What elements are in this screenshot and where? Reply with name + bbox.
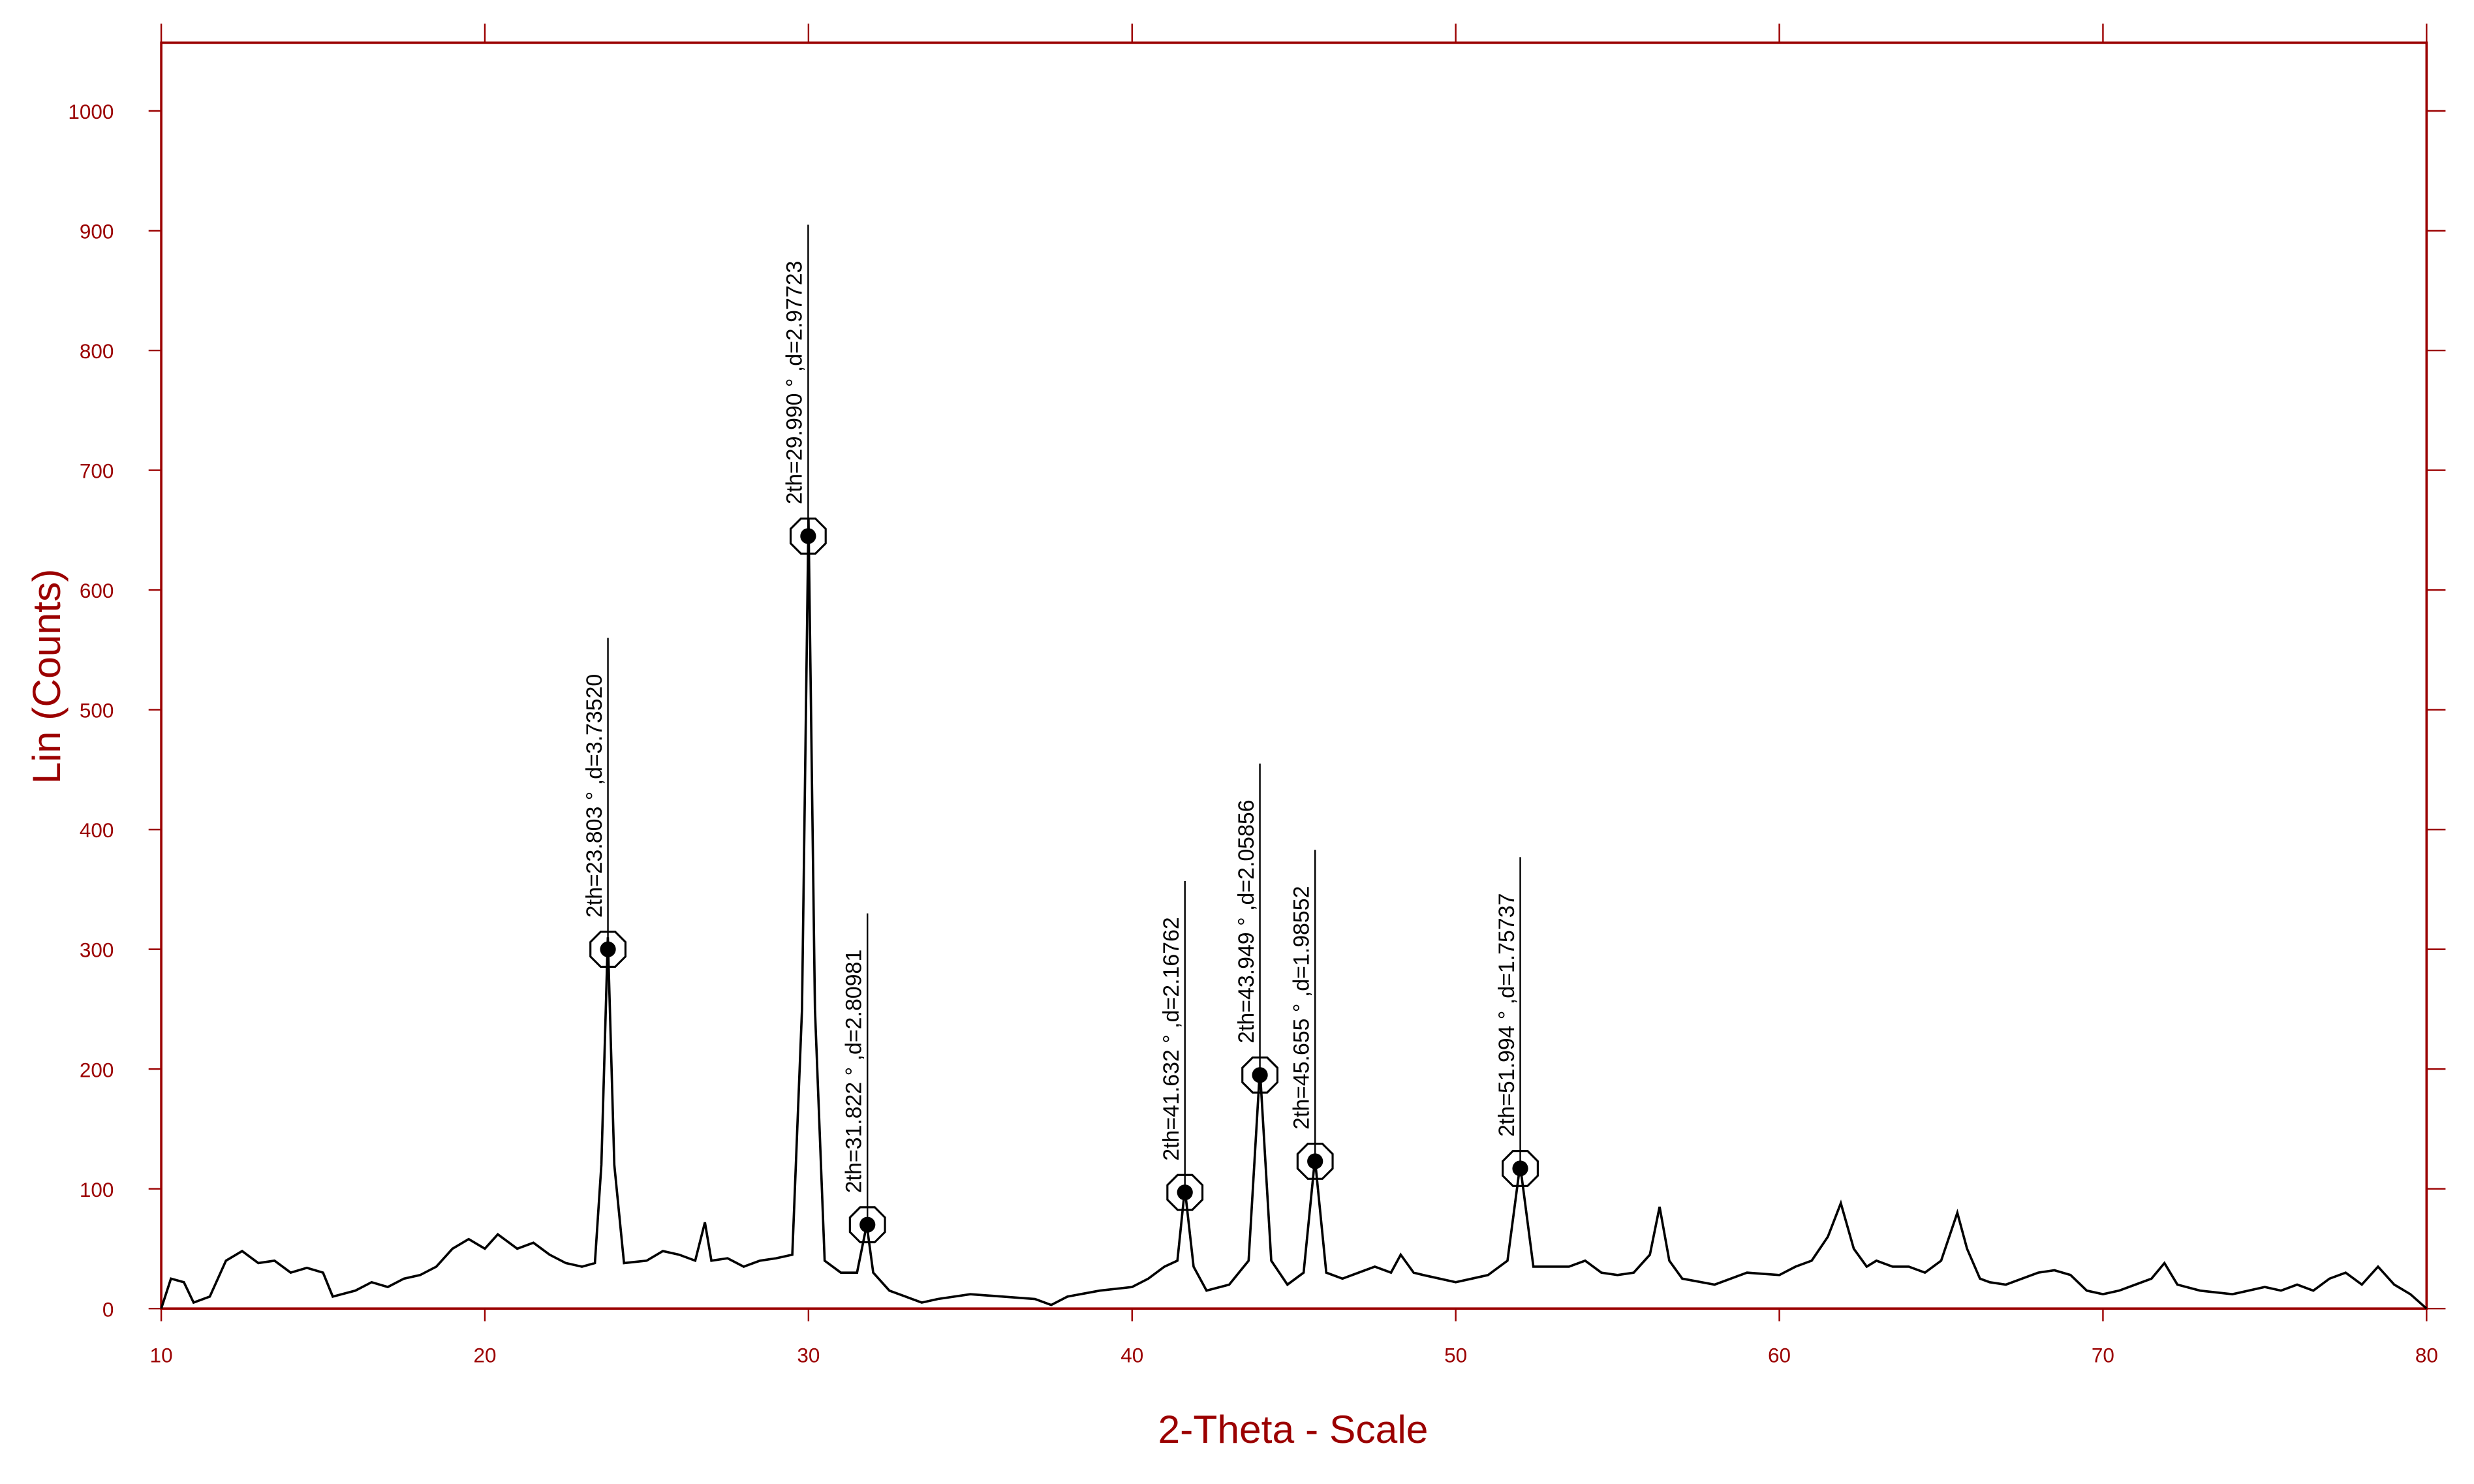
peak-octagon [1502,1150,1539,1187]
peak-octagon [848,1206,886,1244]
peak-marker [600,941,616,957]
y-tick-label: 1000 [68,100,114,123]
y-tick-label: 300 [80,939,114,962]
x-axis-title: 2-Theta - Scale [1158,1407,1428,1451]
y-tick-label: 900 [80,221,114,243]
peak-octagon [589,931,626,968]
y-tick-label: 600 [80,580,114,602]
y-tick-label: 800 [80,340,114,363]
peak-label: 2th=41.632 ° ,d=2.16762 [1159,917,1184,1160]
y-tick-label: 0 [102,1298,114,1321]
y-tick-label: 200 [80,1059,114,1081]
x-tick-label: 80 [2415,1344,2438,1367]
peak-marker [800,528,816,544]
peak-octagon [789,518,827,555]
peak-label: 2th=43.949 ° ,d=2.05856 [1234,799,1259,1043]
peak-label: 2th=29.990 ° ,d=2.97723 [782,261,807,504]
y-tick-label: 100 [80,1179,114,1201]
x-tick-label: 10 [150,1344,173,1367]
peak-label: 2th=23.803 ° ,d=3.73520 [582,674,607,918]
peak-marker [859,1216,876,1233]
x-tick-label: 60 [1768,1344,1791,1367]
peak-octagon [1166,1173,1204,1211]
y-tick-label: 400 [80,819,114,842]
y-tick-label: 700 [80,460,114,483]
x-tick-label: 20 [473,1344,496,1367]
peak-label: 2th=45.655 ° ,d=1.98552 [1289,886,1314,1130]
peak-label: 2th=31.822 ° ,d=2.80981 [842,950,867,1193]
x-tick-label: 30 [797,1344,820,1367]
peak-label: 2th=51.994 ° ,d=1.75737 [1494,893,1519,1137]
x-tick-label: 40 [1121,1344,1143,1367]
x-tick-label: 50 [1444,1344,1467,1367]
peak-marker [1307,1153,1323,1169]
y-axis-title: Lin (Counts) [24,569,69,784]
peak-marker [1177,1184,1193,1201]
x-tick-label: 70 [2092,1344,2114,1367]
y-tick-label: 500 [80,700,114,722]
peak-marker [1252,1067,1268,1083]
peak-marker [1512,1160,1528,1177]
plot-frame [160,41,2428,1310]
peak-octagon [1241,1056,1279,1094]
peak-octagon [1296,1143,1334,1180]
